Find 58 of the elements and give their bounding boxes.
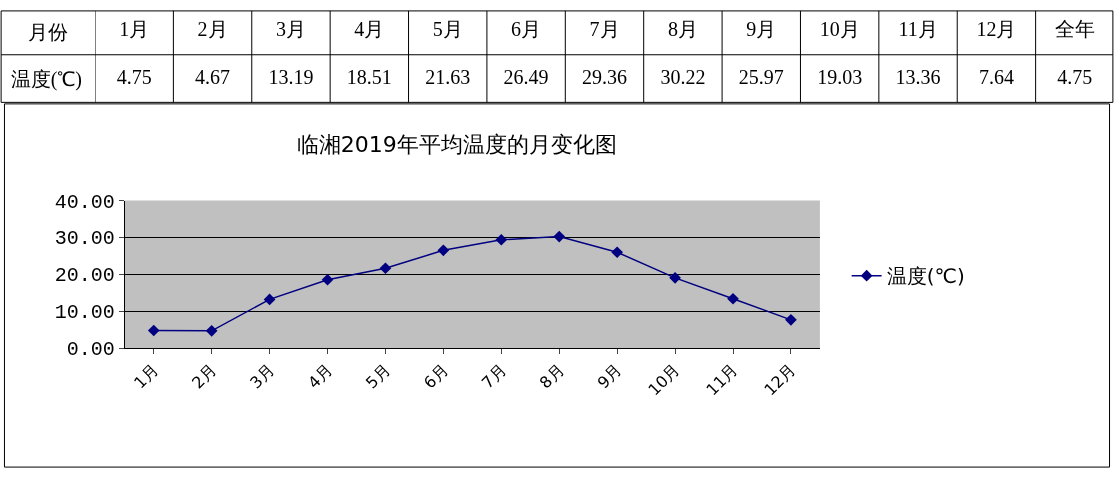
x-tick-label: 12月 — [760, 360, 800, 400]
y-tick-label: 30.00 — [54, 227, 115, 251]
x-tick-label: 11月 — [898, 17, 938, 40]
x-tick-label: 5月 — [432, 17, 463, 40]
x-tick-label: 全年 — [1054, 17, 1095, 40]
legend-label: 温度(℃) — [886, 264, 965, 289]
data-label: 4.75 — [1057, 65, 1093, 88]
y-tick-label: 0.00 — [66, 338, 115, 362]
point — [321, 273, 334, 286]
x-tick-label: 12月 — [976, 17, 1017, 40]
data-label: 26.49 — [503, 65, 549, 88]
x-tick-label: 8月 — [667, 17, 698, 40]
point — [205, 324, 218, 337]
point — [727, 292, 739, 305]
point — [379, 262, 392, 275]
point — [437, 244, 450, 257]
data-label: 4.75 — [116, 65, 152, 88]
y-tick-label: 20.00 — [54, 264, 115, 288]
x-tick-label: 5月 — [361, 360, 394, 393]
x-tick-label: 10月 — [819, 17, 860, 40]
x-tick-label: 1月 — [130, 360, 163, 393]
x-tick-label: 2月 — [188, 360, 221, 393]
point — [553, 230, 566, 243]
data-label: 4.67 — [195, 65, 231, 88]
x-tick-label: 1月 — [119, 17, 150, 40]
y-tick-label: 10.00 — [54, 301, 115, 325]
data-label: 29.36 — [582, 65, 627, 88]
x-tick-label: 10月 — [644, 360, 684, 400]
x-tick-label: 4月 — [304, 360, 336, 393]
text: 月份 — [28, 21, 68, 43]
data-label: 25.97 — [738, 65, 784, 88]
x-tick-label: 7月 — [477, 360, 510, 393]
x-tick-label: 2月 — [197, 17, 228, 40]
x-tick-label: 9月 — [746, 17, 777, 40]
x-tick-label: 6月 — [419, 360, 452, 393]
data-label: 13.19 — [268, 65, 314, 88]
y-tick-label: 40.00 — [54, 190, 115, 214]
point — [495, 233, 508, 246]
point — [785, 313, 797, 326]
data-label: 7.64 — [978, 65, 1014, 88]
x-tick-label: 8月 — [535, 360, 568, 393]
data-label: 21.63 — [425, 65, 471, 88]
x-tick-label: 3月 — [246, 360, 279, 393]
data-label: 30.22 — [660, 65, 706, 88]
chart-title: 临湘2019年平均温度的月变化图 — [296, 132, 617, 157]
point — [611, 246, 624, 259]
point — [147, 324, 160, 337]
point — [263, 293, 276, 306]
x-tick-label: 3月 — [275, 17, 306, 40]
x-tick-label: 9月 — [593, 360, 626, 393]
x-tick-label: 11月 — [702, 360, 742, 400]
x-tick-label: 7月 — [589, 17, 620, 40]
data-label: 18.51 — [346, 65, 392, 88]
data-label: 19.03 — [817, 65, 863, 88]
data-label: 13.36 — [895, 65, 941, 88]
x-tick-label: 4月 — [354, 17, 385, 40]
x-tick-label: 6月 — [511, 17, 542, 40]
point — [669, 271, 681, 284]
